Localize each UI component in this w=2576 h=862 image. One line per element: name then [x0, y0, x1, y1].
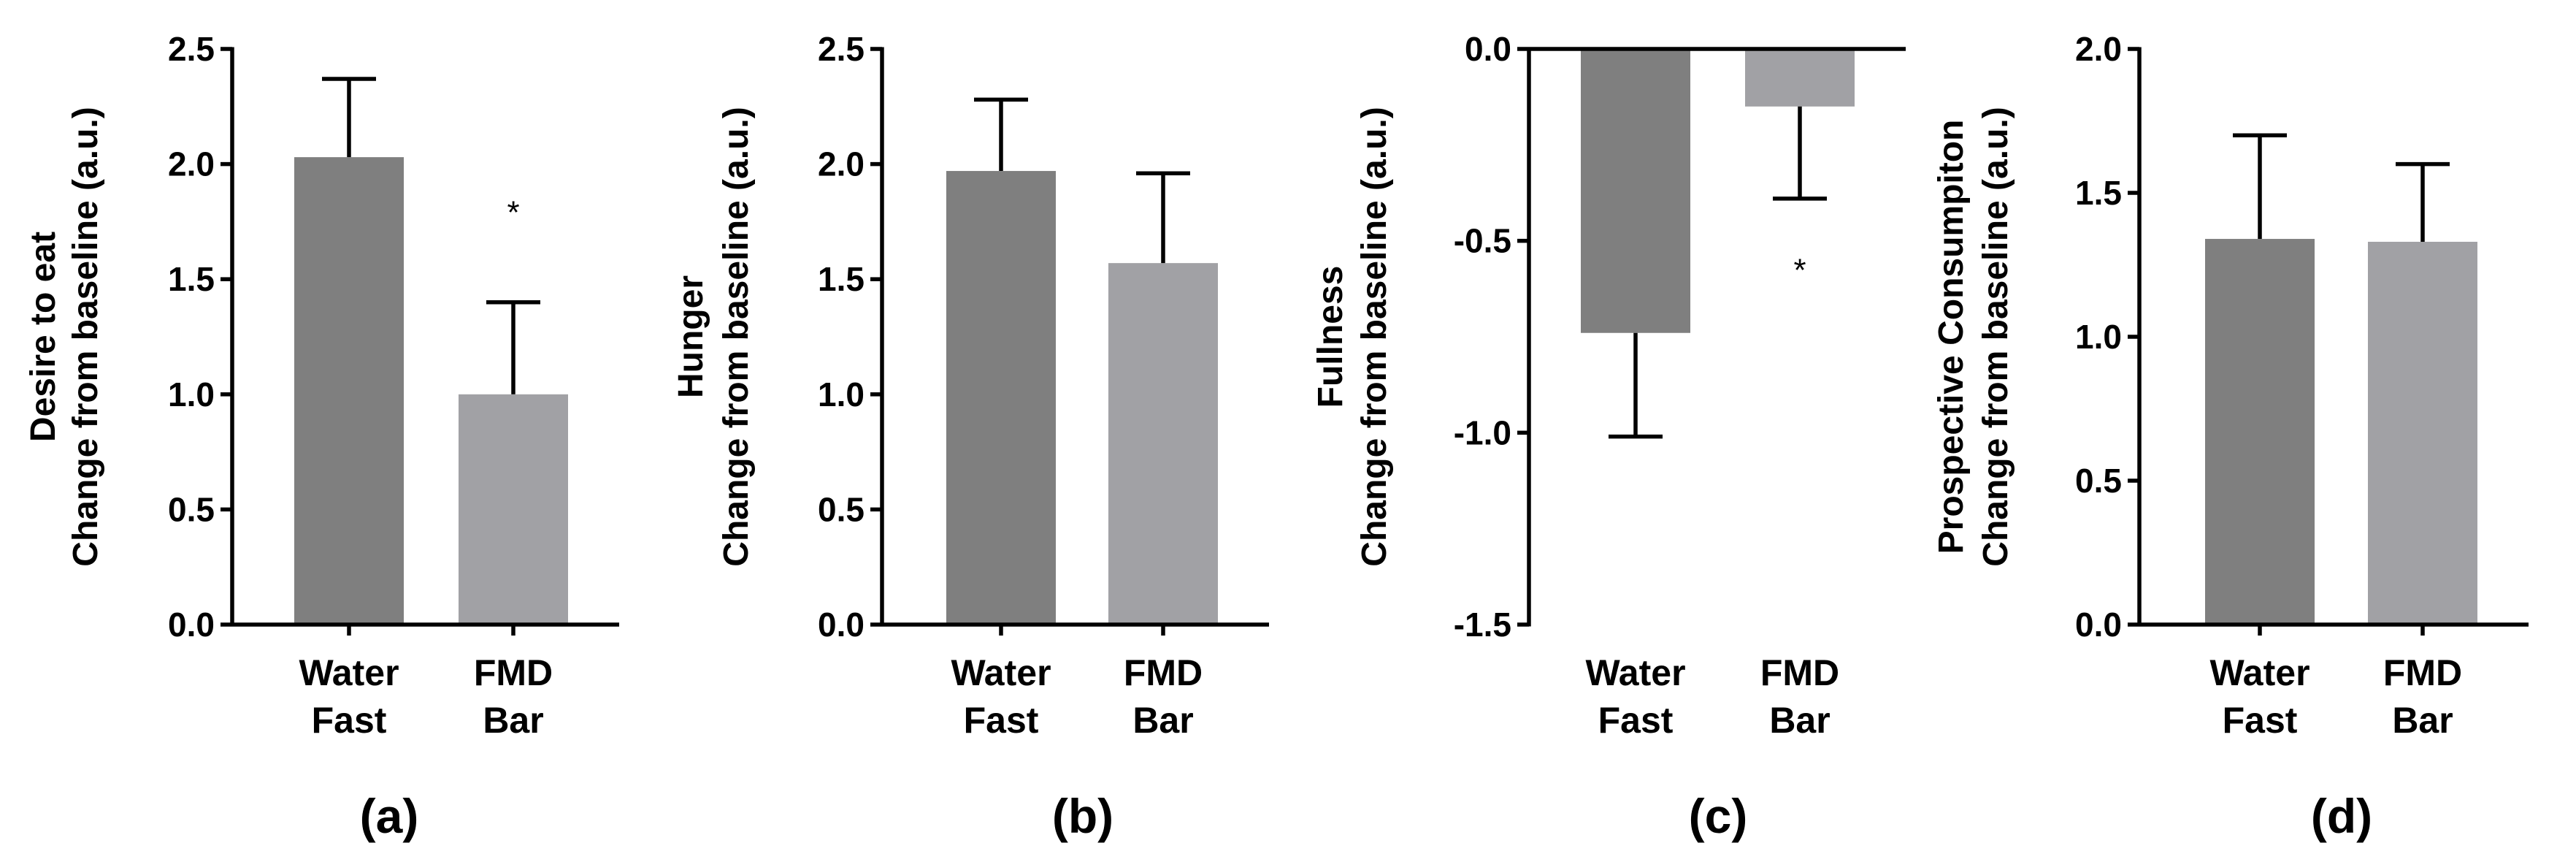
x-category-label: FMD: [2383, 652, 2462, 693]
y-tick-label: 1.5: [168, 260, 215, 298]
y-tick-label: 2.0: [818, 145, 865, 183]
y-tick-label: 2.5: [168, 30, 215, 68]
y-axis-title: Fullness: [1311, 266, 1350, 408]
bar-fmd-bar: [459, 394, 568, 625]
y-tick-label: 2.0: [2075, 30, 2122, 68]
y-tick-label: 0.5: [2075, 462, 2122, 500]
y-tick-label: 0.0: [168, 606, 215, 644]
panel-label: (d): [2311, 789, 2372, 843]
y-axis-subtitle: Change from baseline (a.u.): [1977, 107, 2015, 566]
y-tick-label: 0.5: [168, 490, 215, 528]
panel-b: 0.0 0.5 1.0 1.5 2.0 2.5 Water Fast FMD Bar Hunger C…: [672, 30, 1269, 843]
y-tick-label: 1.5: [2075, 174, 2122, 212]
bar-water-fast: [946, 171, 1056, 625]
panel-label: (b): [1052, 789, 1113, 843]
bar-water-fast: [294, 157, 404, 625]
y-axis-subtitle: Change from baseline (a.u.): [66, 107, 105, 566]
panel-c: * -1.5 -1.0 -0.5 0.0 Water Fast FMD Bar Fullness C…: [1311, 30, 1906, 843]
y-axis-subtitle: Change from baseline (a.u.): [1355, 107, 1394, 566]
x-category-label: Water: [299, 652, 399, 693]
y-axis-subtitle: Change from baseline (a.u.): [717, 107, 756, 566]
x-category-label: Water: [951, 652, 1051, 693]
y-tick-label: 0.5: [818, 490, 865, 528]
x-category-label: FMD: [1760, 652, 1839, 693]
panel-a: * 0.0 0.5 1.0 1.5 2.0 2.5 Water Fast FMD Bar Desire…: [24, 30, 619, 843]
y-tick-label: 1.0: [2075, 318, 2122, 356]
y-tick-label: 2.0: [168, 145, 215, 183]
y-tick-label: 1.0: [818, 375, 865, 413]
y-axis-title: Desire to eat: [24, 232, 63, 442]
y-tick-label: -1.0: [1454, 413, 1511, 451]
bar-water-fast: [1581, 49, 1690, 333]
x-category-label: Bar: [2392, 700, 2453, 741]
x-category-label: FMD: [474, 652, 553, 693]
x-category-label: Fast: [1598, 700, 1674, 741]
y-tick-label: -0.5: [1454, 222, 1511, 260]
x-category-label: Bar: [1132, 700, 1193, 741]
panel-label: (a): [360, 789, 419, 843]
bar-fmd-bar: [2368, 241, 2477, 625]
bar-fmd-bar: [1108, 263, 1218, 625]
significance-marker: *: [507, 195, 519, 231]
x-category-label: Bar: [483, 700, 543, 741]
x-category-label: Water: [1585, 652, 1685, 693]
x-category-label: Fast: [964, 700, 1039, 741]
panel-d: 0.0 0.5 1.0 1.5 2.0 Water Fast FMD Bar Prospectiv…: [1932, 30, 2529, 843]
y-tick-label: -1.5: [1454, 606, 1511, 644]
y-tick-label: 0.0: [818, 606, 865, 644]
y-axis-title: Prospective Consumpiton: [1932, 120, 1971, 554]
x-category-label: Fast: [2223, 700, 2298, 741]
x-category-label: Bar: [1769, 700, 1830, 741]
y-tick-label: 1.0: [168, 375, 215, 413]
x-category-label: Fast: [312, 700, 387, 741]
bar-fmd-bar: [1745, 49, 1855, 107]
significance-marker: *: [1793, 252, 1806, 288]
y-axis-title: Hunger: [672, 275, 710, 398]
bar-water-fast: [2205, 239, 2315, 625]
x-category-label: Water: [2209, 652, 2309, 693]
y-tick-label: 2.5: [818, 30, 865, 68]
x-category-label: FMD: [1124, 652, 1203, 693]
panel-label: (c): [1689, 789, 1748, 843]
y-tick-label: 1.5: [818, 260, 865, 298]
y-tick-label: 0.0: [1465, 30, 1511, 68]
y-tick-label: 0.0: [2075, 606, 2122, 644]
